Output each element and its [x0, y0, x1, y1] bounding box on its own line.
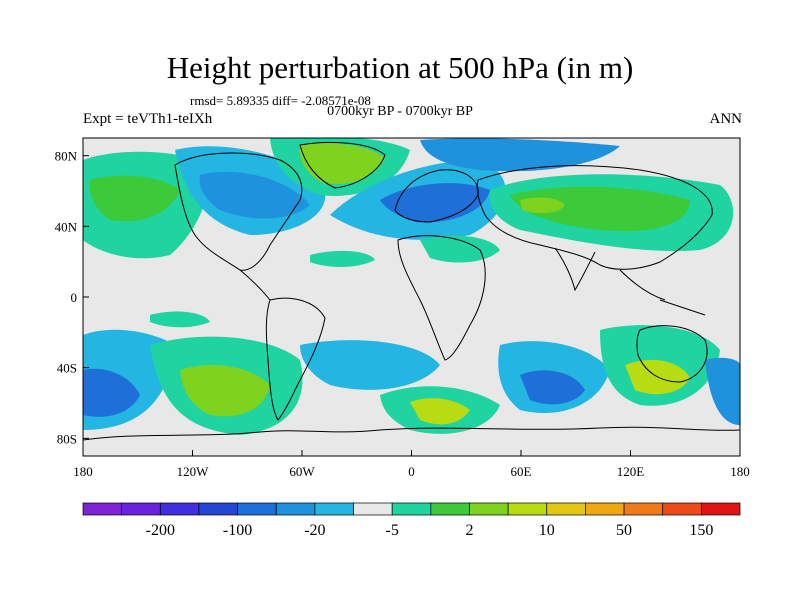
contour-tropical-pos [310, 250, 375, 267]
contour-s-east-neg [705, 357, 740, 425]
x-tick-label: 120E [617, 464, 645, 479]
colorbar-swatch [391, 502, 432, 516]
colorbar-label: -200 [146, 522, 175, 539]
coast-africa [397, 235, 486, 361]
y-tick-label: 80S [57, 431, 77, 446]
y-tick-label: 40N [55, 219, 78, 234]
colorbar-label: 10 [539, 522, 555, 539]
colorbar: -200 -100 -20 -5 2 10 50 150 [82, 502, 741, 539]
contour-greenland-core [299, 143, 385, 184]
coast-india [554, 247, 596, 292]
colorbar-swatch [623, 502, 664, 516]
x-tick-label: 180 [73, 464, 93, 479]
contour-s-atlantic-pos-core [410, 398, 470, 425]
colorbar-swatch [314, 502, 354, 516]
coast-antarctica [83, 426, 740, 441]
colorbar-swatch [237, 502, 277, 516]
coast-north-america [174, 152, 303, 271]
colorbar-swatch [507, 502, 548, 516]
colorbar-swatch [701, 502, 741, 516]
coastlines [83, 141, 740, 441]
contour-s-atlantic-neg [300, 340, 440, 390]
colorbar-swatch [353, 502, 393, 516]
contour-field [83, 138, 740, 456]
experiment-label: Expt = teVTh1-teIXh [83, 111, 213, 127]
coast-asia [476, 165, 713, 270]
contour-arctic-neg [420, 138, 620, 172]
y-tick-label: 80N [55, 149, 78, 164]
contour-asia-inner [520, 197, 565, 214]
colorbar-swatch [275, 502, 316, 516]
colorbar-label: -5 [386, 522, 399, 539]
colorbar-swatch [469, 502, 509, 516]
x-tick-label: 0 [408, 464, 415, 479]
y-tick-label: 40S [57, 361, 77, 376]
map-title: Height perturbation at 500 hPa (in m) [166, 50, 634, 85]
contour-asia-core [510, 186, 690, 232]
contour-ne-pacific-core [89, 175, 180, 222]
colorbar-label: 2 [465, 522, 473, 539]
y-tick-label: 0 [71, 290, 78, 305]
contour-s-indian-core [520, 370, 585, 405]
contour-europe-neg-core [380, 183, 490, 223]
colorbar-swatch [159, 502, 200, 516]
x-tick-label: 180 [730, 464, 750, 479]
coast-south-america [265, 297, 326, 421]
contour-africa-pos [420, 235, 500, 263]
colorbar-swatch [546, 502, 586, 516]
colorbar-swatch [430, 502, 470, 516]
axis-ticks: 180 120W 60W 0 60E 120E 180 80N 40N 0 40S 80S [55, 149, 750, 479]
contour-s-pacific-core [83, 368, 140, 417]
colorbar-label: 150 [689, 522, 713, 539]
colorbar-label: 50 [616, 522, 632, 539]
season-label: ANN [709, 111, 743, 127]
coast-greenland [299, 141, 386, 189]
colorbar-label: -20 [304, 522, 325, 539]
x-tick-label: 60W [289, 464, 315, 479]
period-subtitle: 0700kyr BP - 0700kyr BP [327, 104, 473, 119]
colorbar-label: -100 [223, 522, 252, 539]
colorbar-swatch [662, 502, 702, 516]
x-tick-label: 60E [511, 464, 532, 479]
x-tick-label: 120W [177, 464, 210, 479]
coast-se-asia [619, 269, 706, 316]
coast-australia [636, 325, 708, 383]
contour-trop-pacific-pos [150, 311, 210, 328]
colorbar-swatch [198, 502, 238, 516]
contour-na-neg-core [199, 171, 310, 219]
contour-s-pacific-pos-core [180, 365, 270, 417]
rmsd-stats: rmsd= 5.89335 diff= -2.08571e-08 [190, 93, 371, 108]
colorbar-swatch [82, 502, 122, 516]
colorbar-swatch [585, 502, 625, 516]
colorbar-swatch [121, 502, 161, 516]
coast-central-america [239, 269, 271, 301]
